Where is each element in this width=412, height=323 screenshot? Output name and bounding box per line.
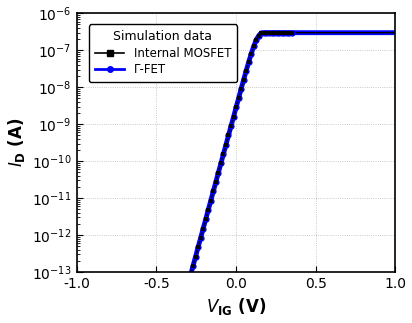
Y-axis label: $I_\mathregular{D}$ (A): $I_\mathregular{D}$ (A) (5, 118, 26, 167)
Legend: Internal MOSFET, Γ-FET: Internal MOSFET, Γ-FET (89, 25, 237, 82)
X-axis label: $V_\mathregular{IG}$ (V): $V_\mathregular{IG}$ (V) (206, 297, 266, 318)
